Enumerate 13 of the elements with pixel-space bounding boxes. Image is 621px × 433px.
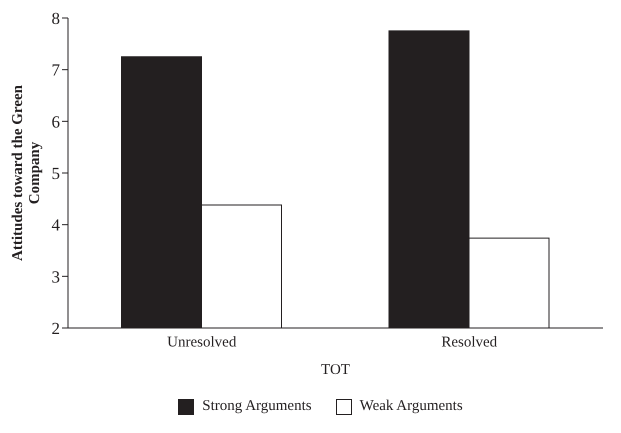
y-tick-label: 5	[52, 164, 60, 184]
x-axis-title: TOT	[321, 362, 350, 378]
legend-label: Strong Arguments	[202, 398, 312, 415]
y-tick-label: 2	[52, 319, 60, 338]
x-tick-label: Resolved	[441, 334, 498, 351]
y-tick-label: 6	[52, 112, 60, 132]
y-tick-label: 4	[52, 216, 60, 235]
x-tick-label: Unresolved	[167, 334, 237, 351]
legend-label: Weak Arguments	[360, 398, 463, 415]
y-axis-title: Attitudes toward the Green Company	[10, 84, 43, 261]
y-tick-label: 7	[52, 60, 60, 80]
y-tick-label: 8	[52, 9, 60, 28]
y-tick-label: 3	[52, 267, 60, 286]
